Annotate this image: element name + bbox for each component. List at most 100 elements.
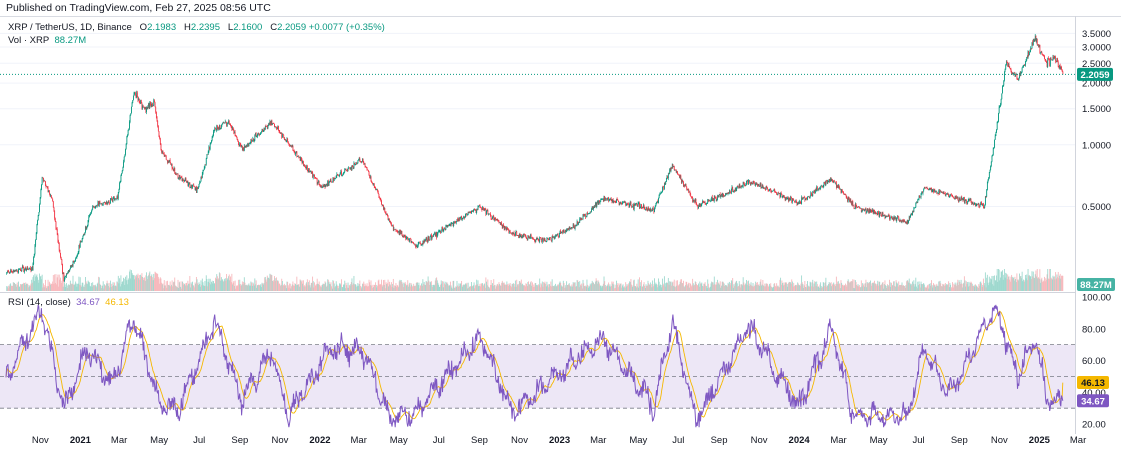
rsi-legend: RSI (14, close) 34.67 46.13 bbox=[8, 297, 129, 308]
volume-bar bbox=[249, 285, 251, 291]
candle-body bbox=[469, 211, 471, 213]
volume-bar bbox=[616, 280, 617, 291]
volume-bar bbox=[436, 277, 438, 291]
candle-body bbox=[157, 120, 159, 126]
volume-bar bbox=[707, 283, 709, 291]
volume-bar bbox=[480, 286, 482, 291]
volume-bar bbox=[375, 284, 377, 291]
candle-body bbox=[56, 228, 58, 229]
candle-body bbox=[295, 153, 296, 155]
candle-body bbox=[839, 187, 841, 190]
candle-body bbox=[289, 145, 291, 147]
candle-body bbox=[982, 203, 984, 206]
volume-bar bbox=[139, 279, 141, 291]
candle-body bbox=[843, 192, 845, 194]
volume-bar bbox=[167, 280, 168, 291]
volume-bar bbox=[669, 281, 671, 291]
volume-bar bbox=[1021, 271, 1023, 291]
candle-body bbox=[234, 131, 235, 134]
volume-bar bbox=[745, 283, 747, 291]
volume-bar bbox=[339, 284, 341, 291]
candle-body bbox=[756, 183, 758, 185]
candle-body bbox=[739, 184, 741, 188]
candle-body bbox=[880, 212, 881, 213]
candle-body bbox=[104, 202, 105, 203]
candle-body bbox=[230, 123, 231, 126]
candle-body bbox=[94, 206, 96, 209]
candle-body bbox=[776, 192, 778, 195]
candle-body bbox=[358, 158, 360, 160]
candle-body bbox=[949, 194, 951, 197]
volume-bar bbox=[464, 284, 466, 291]
volume-bar bbox=[578, 287, 580, 291]
candle-body bbox=[129, 115, 131, 123]
candle-body bbox=[581, 217, 583, 219]
candle-body bbox=[287, 138, 289, 142]
candle-body bbox=[329, 181, 331, 183]
candle-body bbox=[406, 237, 408, 238]
candle-body bbox=[499, 222, 501, 224]
candle-body bbox=[944, 193, 946, 194]
volume-bar bbox=[22, 283, 24, 291]
candle-body bbox=[678, 174, 680, 176]
time-axis[interactable]: Nov 2021 Mar May Jul Sep Nov 2022 Mar May Jul Sep No… bbox=[32, 435, 1086, 446]
candle-body bbox=[710, 199, 712, 201]
volume-bar bbox=[144, 280, 146, 291]
volume-bar bbox=[791, 281, 793, 291]
volume-bar bbox=[320, 287, 322, 291]
candle-body bbox=[660, 193, 661, 195]
candle-body bbox=[606, 198, 608, 200]
volume-bar bbox=[326, 285, 328, 291]
candle-body bbox=[343, 172, 345, 173]
candle-body bbox=[333, 177, 335, 181]
candle-body bbox=[996, 121, 998, 130]
candle-body bbox=[215, 127, 216, 129]
volume-bar bbox=[26, 284, 28, 291]
candle-body bbox=[381, 200, 382, 205]
volume-bar bbox=[360, 285, 361, 291]
candle-body bbox=[529, 236, 531, 239]
volume-bar bbox=[38, 282, 40, 291]
volume-bar bbox=[321, 285, 323, 291]
candle-body bbox=[318, 180, 320, 185]
volume-bar bbox=[605, 287, 607, 291]
candle-body bbox=[895, 217, 896, 219]
volume-bar bbox=[1055, 272, 1057, 291]
volume-bar bbox=[492, 285, 494, 291]
candle-body bbox=[221, 124, 223, 125]
volume-bar bbox=[488, 287, 490, 291]
candle-body bbox=[920, 196, 921, 198]
candle-body bbox=[17, 271, 19, 273]
volume-bar bbox=[232, 284, 233, 291]
candle-body bbox=[524, 234, 526, 235]
price-axis[interactable]: 3.50003.00002.50002.00001.50001.00000.50… bbox=[1082, 29, 1111, 213]
candle-body bbox=[731, 189, 732, 194]
volume-bar bbox=[859, 287, 861, 291]
candle-body bbox=[990, 166, 992, 171]
volume-bar bbox=[934, 284, 936, 291]
candle-body bbox=[811, 194, 813, 197]
volume-bar bbox=[817, 286, 819, 291]
candle-body bbox=[885, 215, 887, 218]
volume-bar bbox=[581, 288, 583, 291]
volume-bar bbox=[916, 286, 917, 291]
candle-body bbox=[897, 216, 898, 218]
candle-body bbox=[188, 182, 190, 184]
candle-body bbox=[715, 196, 717, 199]
volume-bar bbox=[192, 281, 193, 291]
candle-body bbox=[22, 265, 24, 269]
candle-body bbox=[263, 127, 265, 132]
volume-bar bbox=[972, 285, 974, 291]
volume-bar bbox=[589, 286, 591, 291]
volume-bar bbox=[346, 285, 348, 291]
volume-bar bbox=[805, 286, 806, 291]
volume-bar bbox=[511, 283, 513, 291]
volume-bar bbox=[979, 282, 981, 291]
volume-bar bbox=[967, 282, 969, 291]
candle-body bbox=[115, 198, 117, 200]
volume-bar bbox=[630, 278, 632, 291]
candle-body bbox=[56, 228, 58, 235]
chart-frame[interactable]: 3.50003.00002.50002.00001.50001.00000.50… bbox=[0, 16, 1121, 455]
volume-bar bbox=[392, 278, 394, 291]
